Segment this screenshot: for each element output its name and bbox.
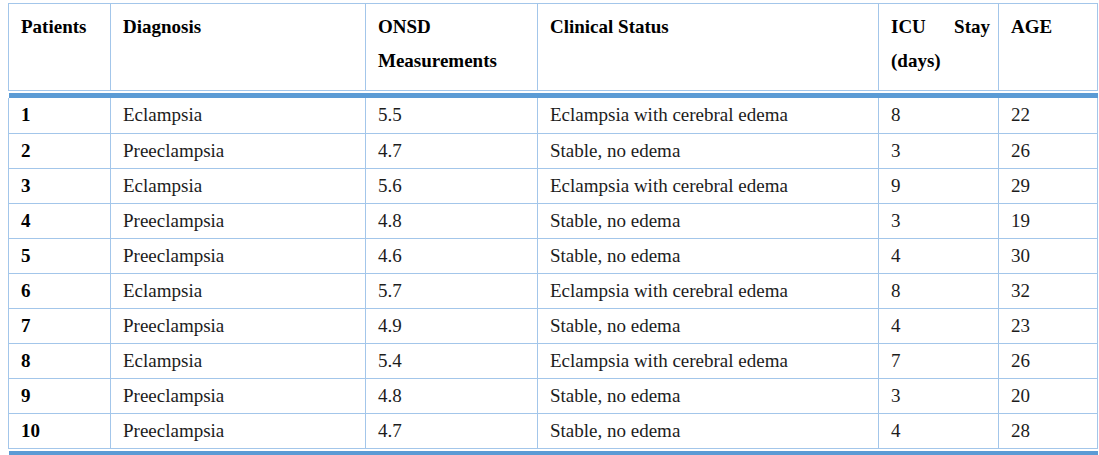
patient-cell: 9	[9, 378, 111, 413]
column-header-label-line2: (days)	[891, 44, 990, 78]
patient-cell: 7	[9, 308, 111, 343]
column-header-patients: Patients	[9, 4, 111, 91]
diagnosis-cell: Eclampsia	[111, 98, 366, 133]
onsd-cell: 5.4	[366, 343, 538, 378]
table-row: 3 Eclampsia 5.6 Eclampsia with cerebral …	[9, 168, 1098, 203]
patient-cell: 5	[9, 238, 111, 273]
bottom-divider	[9, 448, 1098, 455]
age-cell: 22	[999, 98, 1098, 133]
table-row: 6 Eclampsia 5.7 Eclampsia with cerebral …	[9, 273, 1098, 308]
onsd-cell: 4.7	[366, 133, 538, 168]
table-row: 7 Preeclampsia 4.9 Stable, no edema 4 23	[9, 308, 1098, 343]
icu-stay-cell: 4	[879, 238, 999, 273]
column-header-label: Patients	[21, 10, 102, 44]
icu-stay-cell: 9	[879, 168, 999, 203]
clinical-status-cell: Stable, no edema	[538, 413, 879, 448]
patient-cell: 1	[9, 98, 111, 133]
patient-cell: 10	[9, 413, 111, 448]
age-cell: 23	[999, 308, 1098, 343]
column-header-clinical-status: Clinical Status	[538, 4, 879, 91]
clinical-status-cell: Stable, no edema	[538, 378, 879, 413]
column-header-onsd: ONSD Measurements	[366, 4, 538, 91]
table-row: 4 Preeclampsia 4.8 Stable, no edema 3 19	[9, 203, 1098, 238]
patient-cell: 8	[9, 343, 111, 378]
onsd-cell: 4.7	[366, 413, 538, 448]
icu-stay-cell: 4	[879, 413, 999, 448]
icu-stay-cell: 3	[879, 378, 999, 413]
table-row: 9 Preeclampsia 4.8 Stable, no edema 3 20	[9, 378, 1098, 413]
clinical-status-cell: Stable, no edema	[538, 133, 879, 168]
diagnosis-cell: Preeclampsia	[111, 203, 366, 238]
onsd-cell: 4.8	[366, 203, 538, 238]
icu-stay-cell: 7	[879, 343, 999, 378]
age-cell: 26	[999, 133, 1098, 168]
diagnosis-cell: Eclampsia	[111, 273, 366, 308]
column-header-label-line2: Measurements	[378, 44, 529, 78]
table-row: 10 Preeclampsia 4.7 Stable, no edema 4 2…	[9, 413, 1098, 448]
icu-stay-cell: 8	[879, 273, 999, 308]
diagnosis-cell: Preeclampsia	[111, 133, 366, 168]
diagnosis-cell: Preeclampsia	[111, 378, 366, 413]
clinical-status-cell: Stable, no edema	[538, 203, 879, 238]
onsd-cell: 5.6	[366, 168, 538, 203]
patients-table: Patients Diagnosis ONSD Measurements Cli…	[8, 3, 1098, 455]
clinical-status-cell: Eclampsia with cerebral edema	[538, 343, 879, 378]
header-row: Patients Diagnosis ONSD Measurements Cli…	[9, 4, 1098, 91]
patient-cell: 6	[9, 273, 111, 308]
clinical-status-cell: Stable, no edema	[538, 238, 879, 273]
bottom-divider-bar	[9, 451, 1098, 455]
onsd-cell: 5.5	[366, 98, 538, 133]
age-cell: 32	[999, 273, 1098, 308]
age-cell: 19	[999, 203, 1098, 238]
onsd-cell: 4.8	[366, 378, 538, 413]
age-cell: 26	[999, 343, 1098, 378]
patient-cell: 4	[9, 203, 111, 238]
diagnosis-cell: Preeclampsia	[111, 308, 366, 343]
diagnosis-cell: Preeclampsia	[111, 238, 366, 273]
column-header-label-line1: ONSD	[378, 10, 529, 44]
patient-cell: 2	[9, 133, 111, 168]
onsd-cell: 5.7	[366, 273, 538, 308]
onsd-cell: 4.9	[366, 308, 538, 343]
age-cell: 28	[999, 413, 1098, 448]
column-header-label: AGE	[1011, 10, 1089, 44]
column-header-icu-stay: ICU Stay (days)	[879, 4, 999, 91]
clinical-status-cell: Eclampsia with cerebral edema	[538, 273, 879, 308]
age-cell: 29	[999, 168, 1098, 203]
header-divider	[9, 91, 1098, 99]
icu-stay-cell: 8	[879, 98, 999, 133]
onsd-cell: 4.6	[366, 238, 538, 273]
icu-stay-cell: 3	[879, 133, 999, 168]
icu-stay-cell: 3	[879, 203, 999, 238]
column-header-age: AGE	[999, 4, 1098, 91]
diagnosis-cell: Preeclampsia	[111, 413, 366, 448]
age-cell: 30	[999, 238, 1098, 273]
clinical-status-cell: Stable, no edema	[538, 308, 879, 343]
clinical-status-cell: Eclampsia with cerebral edema	[538, 98, 879, 133]
age-cell: 20	[999, 378, 1098, 413]
table-row: 8 Eclampsia 5.4 Eclampsia with cerebral …	[9, 343, 1098, 378]
column-header-diagnosis: Diagnosis	[111, 4, 366, 91]
column-header-label: Diagnosis	[123, 10, 357, 44]
clinical-status-cell: Eclampsia with cerebral edema	[538, 168, 879, 203]
table-row: 1 Eclampsia 5.5 Eclampsia with cerebral …	[9, 98, 1098, 133]
column-header-label: Clinical Status	[550, 10, 870, 44]
table-row: 5 Preeclampsia 4.6 Stable, no edema 4 30	[9, 238, 1098, 273]
diagnosis-cell: Eclampsia	[111, 343, 366, 378]
column-header-label-line1: ICU Stay	[891, 10, 990, 44]
table-row: 2 Preeclampsia 4.7 Stable, no edema 3 26	[9, 133, 1098, 168]
patient-cell: 3	[9, 168, 111, 203]
icu-stay-cell: 4	[879, 308, 999, 343]
diagnosis-cell: Eclampsia	[111, 168, 366, 203]
